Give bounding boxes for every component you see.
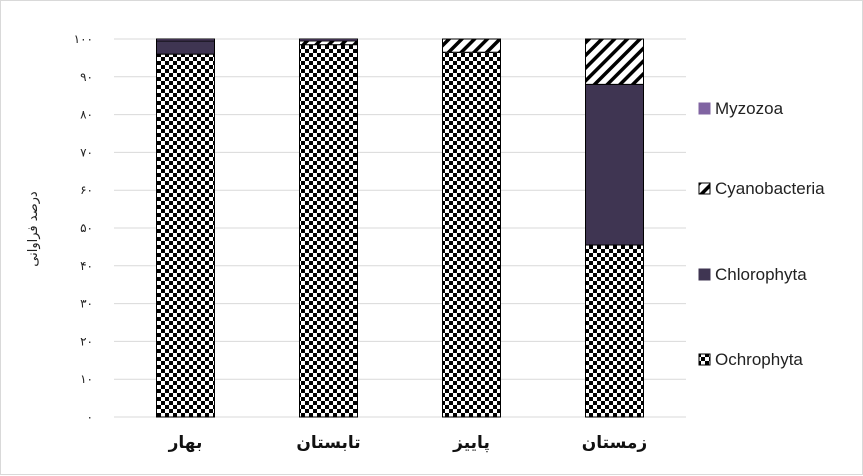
- legend-label-chlorophyta: Chlorophyta: [715, 265, 807, 284]
- bar-segment-cyanobacteria: [299, 40, 358, 46]
- legend-label-cyanobacteria: Cyanobacteria: [715, 179, 825, 198]
- y-tick-label: ٣٠: [80, 297, 93, 311]
- bar-segment-ochrophyta: [299, 44, 358, 418]
- x-category-label: پاییز: [452, 433, 490, 453]
- legend: Myzozoa Cyanobacteria Chlorophyta Ochrophyt…: [698, 99, 825, 369]
- y-tick-label: ٧٠: [80, 145, 93, 159]
- y-tick-label: ١٠: [80, 372, 93, 386]
- y-tick-label: ۶٠: [80, 183, 93, 197]
- y-tick-label: ۴٠: [80, 259, 93, 273]
- x-category-label: بهار: [168, 433, 203, 453]
- x-category-label: تابستان: [296, 433, 360, 453]
- bar-segment-chlorophyta: [156, 40, 215, 55]
- y-tick-label: ٢٠: [80, 334, 93, 348]
- bar-segment-cyanobacteria: [585, 38, 644, 85]
- y-tick-label: ١٠٠: [74, 32, 93, 46]
- x-axis-categories: بهار تابستان پاییز زمستان: [168, 433, 648, 453]
- legend-label-myzozoa: Myzozoa: [715, 99, 784, 118]
- y-axis-label: درصد فراوانی: [26, 191, 41, 267]
- bar-segment-myzozoa: [156, 38, 215, 42]
- bar-segment-cyanobacteria: [442, 38, 501, 53]
- legend-swatch-cyanobacteria: [698, 182, 711, 195]
- bar-segment-ochrophyta: [585, 244, 644, 418]
- legend-swatch-myzozoa: [698, 102, 711, 115]
- bar-segment-ochrophyta: [156, 53, 215, 418]
- y-tick-label: ٩٠: [80, 70, 93, 84]
- y-axis-ticks: ٠ ١٠ ٢٠ ٣٠ ۴٠ ۵٠ ۶٠ ٧٠ ٨٠ ٩٠ ١٠٠: [74, 32, 93, 424]
- legend-swatch-ochrophyta: [698, 353, 711, 366]
- legend-swatch-chlorophyta: [698, 268, 711, 281]
- bar-segment-myzozoa: [299, 38, 358, 42]
- y-tick-label: ٨٠: [80, 108, 93, 122]
- x-category-label: زمستان: [582, 433, 647, 453]
- legend-label-ochrophyta: Ochrophyta: [715, 350, 803, 369]
- bars: [156, 38, 644, 418]
- bar-segment-chlorophyta: [585, 83, 644, 246]
- y-tick-label: ٠: [87, 410, 93, 424]
- bar-segment-ochrophyta: [442, 51, 501, 418]
- y-tick-label: ۵٠: [80, 221, 93, 235]
